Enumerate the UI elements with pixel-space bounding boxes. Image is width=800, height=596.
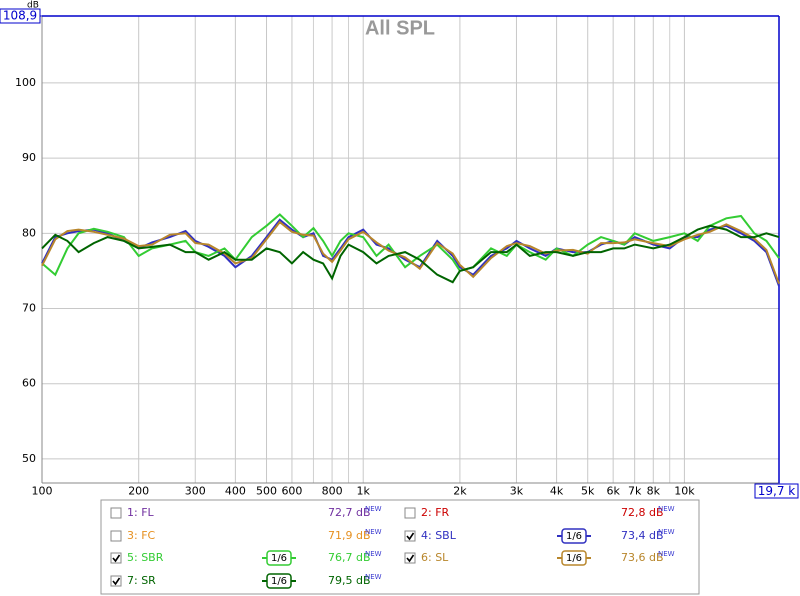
spl-curve	[41, 224, 780, 284]
x-max-box	[754, 483, 799, 499]
smoothing-label: 1/6	[271, 576, 287, 587]
smoothing-badge[interactable]	[266, 550, 292, 566]
x-tick-label: 2k	[453, 485, 467, 498]
y-tick-label: 90	[22, 151, 36, 164]
series-name: 2: FR	[421, 506, 450, 519]
spl-curve	[41, 213, 780, 277]
x-tick-label: 500	[256, 485, 277, 498]
level-value: 72,8 dB	[621, 506, 664, 519]
y-tick-label: 60	[22, 377, 36, 390]
x-tick-label: 6k	[606, 485, 620, 498]
level-value: 79,5 dB	[328, 574, 371, 587]
checkmark	[112, 577, 121, 586]
smoothing-label: 1/6	[271, 553, 287, 564]
checkbox[interactable]	[404, 530, 416, 542]
y-tick-label: 80	[22, 226, 36, 239]
y-max-box	[0, 8, 41, 24]
y-unit: dB	[27, 1, 39, 11]
new-badge: NEW	[365, 550, 382, 558]
x-tick-label: 300	[185, 485, 206, 498]
level-value: 76,7 dB	[328, 551, 371, 564]
series-name: 3: FC	[127, 529, 156, 542]
new-badge: NEW	[658, 550, 675, 558]
level-value: 71,9 dB	[328, 529, 371, 542]
y-max-label: 108,9	[3, 9, 37, 23]
series-name: 6: SL	[421, 551, 449, 564]
checkbox[interactable]	[404, 552, 416, 564]
new-badge: NEW	[658, 528, 675, 536]
x-tick-label: 800	[322, 485, 343, 498]
x-tick-label: 8k	[647, 485, 661, 498]
checkbox[interactable]	[110, 507, 122, 519]
checkmark	[406, 532, 415, 541]
checkbox[interactable]	[110, 552, 122, 564]
legend-panel	[100, 499, 700, 595]
smoothing-badge[interactable]	[561, 550, 587, 566]
smoothing-badge[interactable]	[561, 528, 587, 544]
x-tick-label: 1k	[357, 485, 371, 498]
x-tick-label: 3k	[510, 485, 524, 498]
checkmark	[112, 554, 121, 563]
level-value: 73,4 dB	[621, 529, 664, 542]
x-tick-label: 400	[225, 485, 246, 498]
y-tick-label: 100	[15, 76, 36, 89]
smoothing-badge[interactable]	[266, 573, 292, 589]
smoothing-label: 1/6	[566, 531, 582, 542]
series-name: 7: SR	[127, 574, 156, 587]
x-tick-label: 7k	[628, 485, 642, 498]
new-badge: NEW	[365, 528, 382, 536]
y-tick-label: 70	[22, 302, 36, 315]
series-name: 4: SBL	[421, 529, 457, 542]
x-tick-label: 200	[128, 485, 149, 498]
checkbox[interactable]	[110, 530, 122, 542]
chart-title: All SPL	[365, 17, 435, 39]
smoothing-label: 1/6	[566, 553, 582, 564]
series-name: 5: SBR	[127, 551, 164, 564]
new-badge: NEW	[658, 505, 675, 513]
level-value: 73,6 dB	[621, 551, 664, 564]
x-max-label: 19,7 k	[758, 484, 796, 498]
checkbox[interactable]	[110, 575, 122, 587]
y-tick-label: 50	[22, 452, 36, 465]
level-value: 72,7 dB	[328, 506, 371, 519]
x-tick-label: 4k	[550, 485, 564, 498]
checkbox[interactable]	[404, 507, 416, 519]
x-tick-label: 5k	[581, 485, 595, 498]
new-badge: NEW	[365, 573, 382, 581]
x-tick-label: 100	[32, 485, 53, 498]
checkmark	[406, 554, 415, 563]
x-tick-label: 10k	[674, 485, 695, 498]
x-tick-label: 600	[281, 485, 302, 498]
series-name: 1: FL	[127, 506, 155, 519]
new-badge: NEW	[365, 505, 382, 513]
